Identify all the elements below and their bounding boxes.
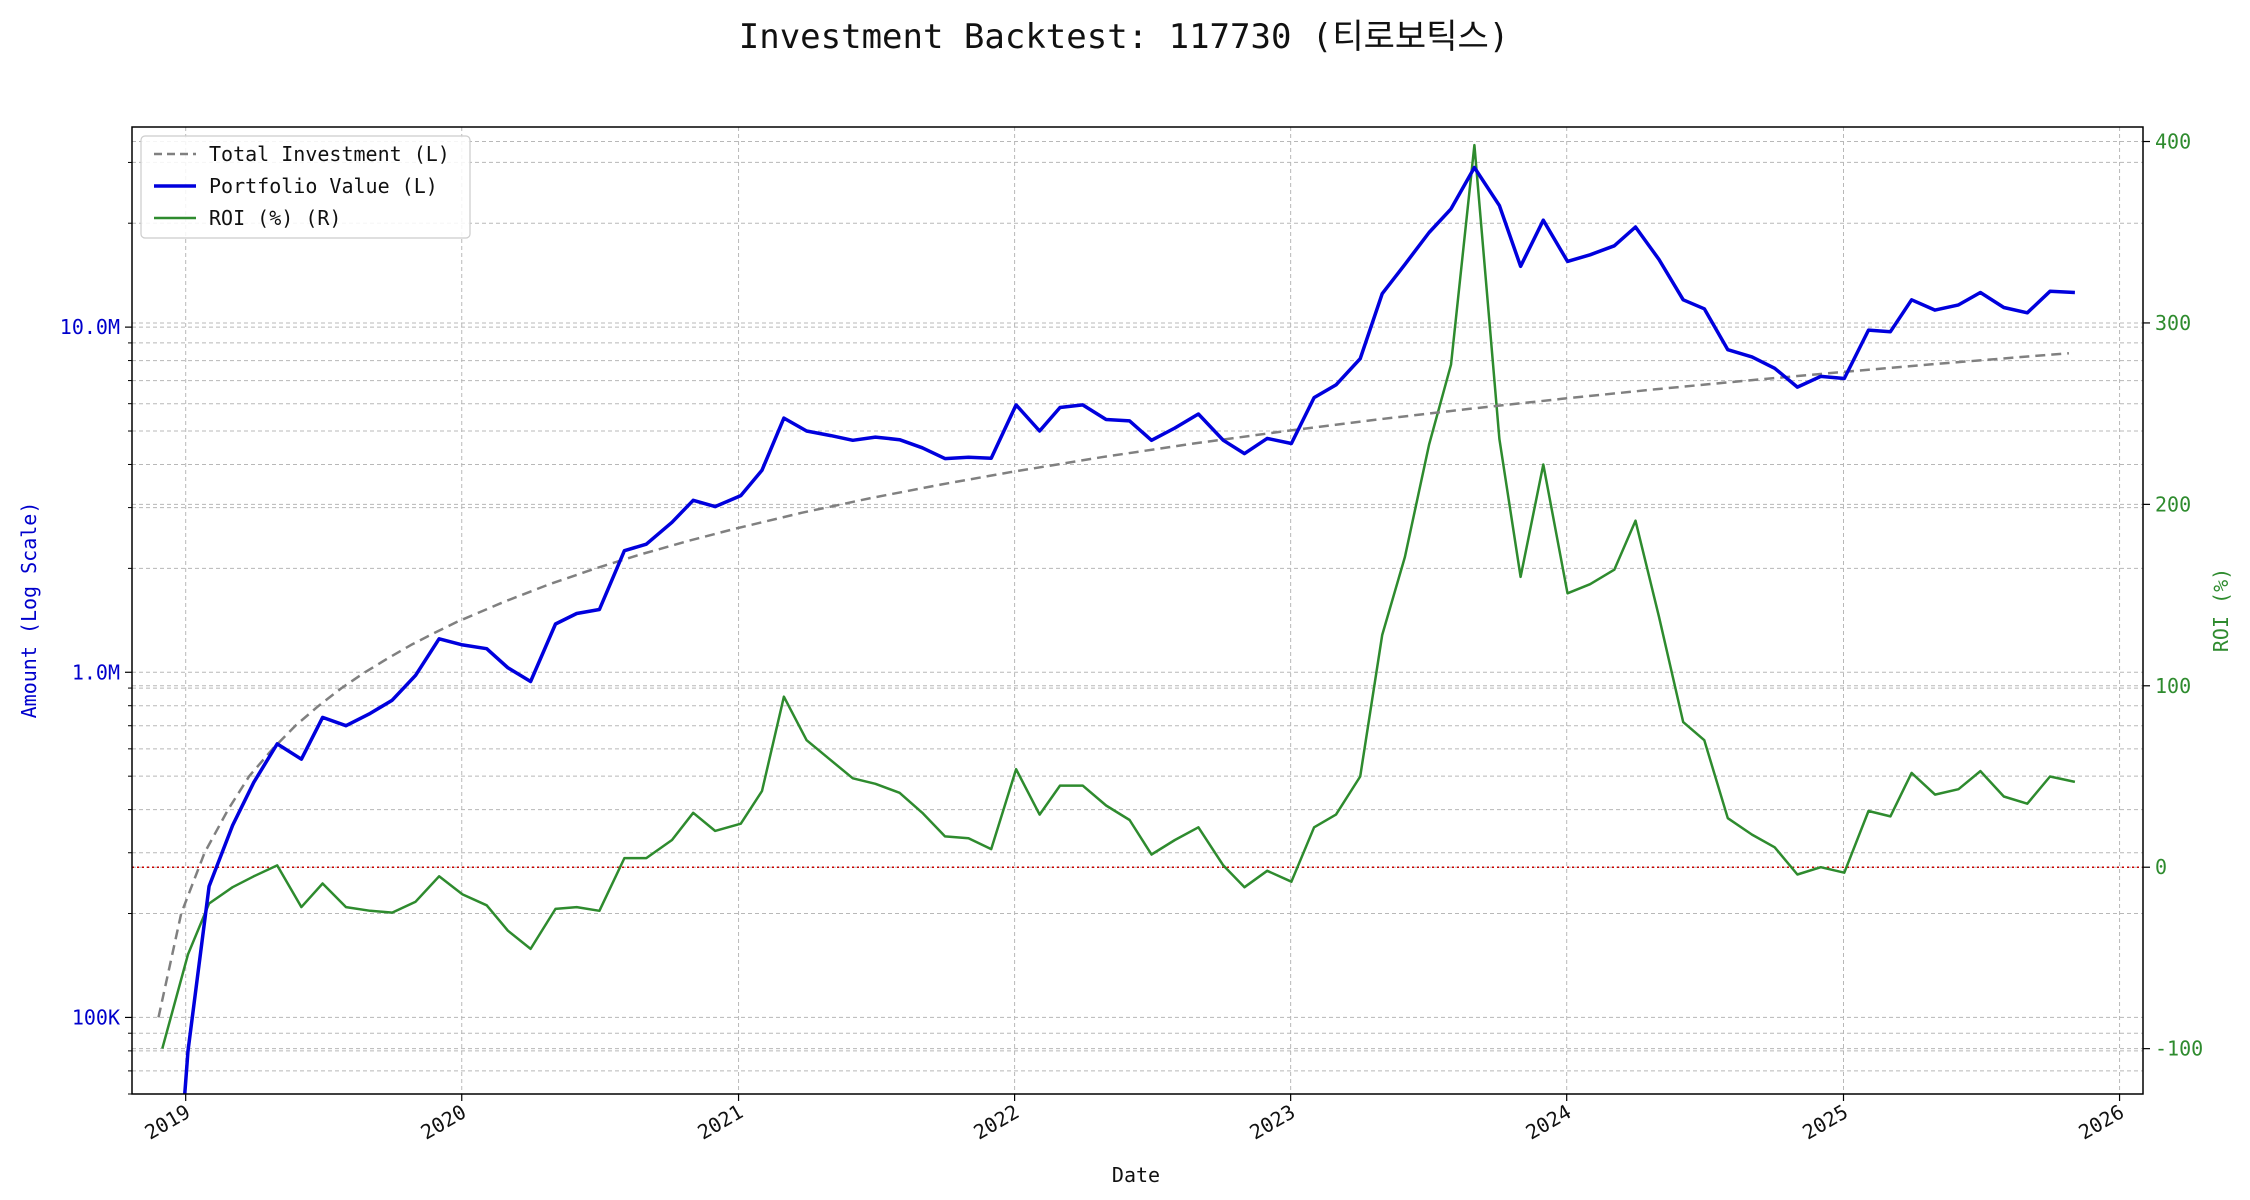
- legend-label-portfolio-value: Portfolio Value (L): [209, 174, 438, 198]
- x-axis-label: Date: [1112, 1163, 1160, 1187]
- plot-frame: [131, 126, 2144, 1095]
- legend: Total Investment (L) Portfolio Value (L)…: [140, 135, 471, 239]
- x-tick-label: 2022: [969, 1100, 1023, 1145]
- left-y-tick-label: 1.0M: [72, 660, 120, 684]
- x-axis: 2019 2020 2021 2022 2023 2024 2025 2026: [140, 1094, 2128, 1144]
- x-tick-label: 2019: [140, 1100, 194, 1145]
- right-y-tick-label: 200: [2155, 492, 2191, 516]
- x-tick-label: 2020: [417, 1100, 471, 1145]
- x-tick-label: 2023: [1245, 1100, 1299, 1145]
- series-line-roi: [161, 143, 2076, 1049]
- series-line-portfolio-value: [183, 165, 2075, 1094]
- right-y-tick-label: 100: [2155, 674, 2191, 698]
- x-tick-label: 2024: [1521, 1100, 1575, 1145]
- legend-label-total-investment: Total Investment (L): [209, 142, 450, 166]
- series-layer: [157, 143, 2076, 1094]
- legend-box: [140, 135, 471, 239]
- right-y-axis: -100 0 100 200 300 400: [2143, 130, 2203, 1061]
- left-y-tick-label: 10.0M: [60, 315, 120, 339]
- legend-label-roi: ROI (%) (R): [209, 206, 341, 230]
- x-tick-label: 2026: [2074, 1100, 2128, 1145]
- left-y-axis: 100K 1.0M 10.0M: [60, 161, 132, 1095]
- right-y-tick-label: 400: [2155, 130, 2191, 154]
- left-y-axis-label: Amount (Log Scale): [17, 502, 41, 719]
- grid-layer: [132, 127, 2143, 1095]
- x-tick-label: 2025: [1798, 1100, 1852, 1145]
- series-line-total-investment: [157, 352, 2069, 1018]
- left-y-tick-label: 100K: [72, 1005, 120, 1029]
- chart-title: Investment Backtest: 117730 (티로보틱스): [739, 17, 1510, 57]
- right-y-tick-label: 0: [2155, 855, 2167, 879]
- x-tick-label: 2021: [693, 1100, 747, 1145]
- right-y-tick-label: -100: [2155, 1037, 2203, 1061]
- right-y-axis-label: ROI (%): [2209, 568, 2233, 652]
- right-y-tick-label: 300: [2155, 311, 2191, 335]
